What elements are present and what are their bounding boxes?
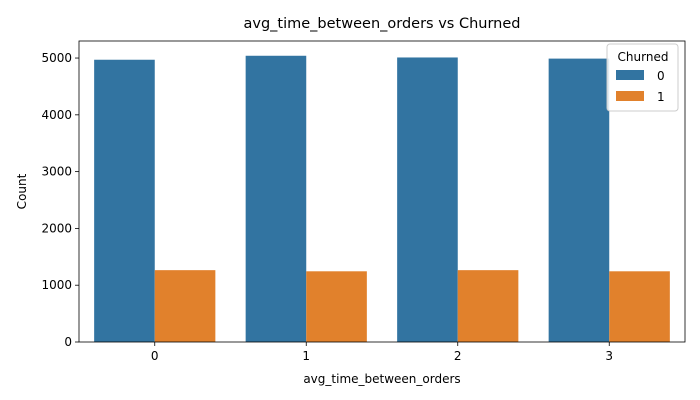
chart-title: avg_time_between_orders vs Churned — [244, 16, 521, 32]
x-tick-label: 2 — [454, 349, 462, 363]
bar-cat2-churned1 — [457, 270, 519, 342]
plot-frame — [78, 40, 686, 343]
y-tick-label: 5000 — [41, 51, 72, 65]
y-tick-label: 4000 — [41, 108, 72, 122]
legend: Churned 0 1 — [606, 43, 679, 112]
bar-cat3-churned0 — [548, 58, 610, 343]
y-tick-label: 0 — [64, 335, 72, 349]
legend-swatch — [616, 91, 644, 101]
bar-cat1-churned1 — [306, 271, 367, 342]
x-tick-label: 1 — [302, 349, 310, 363]
y-tick-label: 2000 — [41, 221, 72, 235]
y-tick-label: 3000 — [41, 165, 72, 179]
y-axis-label: Count — [15, 173, 29, 209]
bar-cat0-churned1 — [154, 270, 216, 342]
x-axis: 0 1 2 3 — [151, 342, 613, 363]
x-tick-label: 3 — [605, 349, 613, 363]
bar-cat3-churned1 — [609, 271, 670, 342]
x-tick-label: 0 — [151, 349, 159, 363]
bar-cat1-churned0 — [245, 55, 307, 342]
y-axis: 0 1000 2000 3000 4000 5000 — [41, 51, 79, 349]
legend-label: 1 — [657, 90, 665, 104]
legend-swatch — [616, 70, 644, 80]
bars-group — [94, 55, 670, 343]
bar-cat0-churned0 — [94, 59, 155, 342]
legend-label: 0 — [657, 69, 665, 83]
legend-title: Churned — [618, 50, 669, 64]
x-axis-label: avg_time_between_orders — [303, 372, 460, 386]
y-tick-label: 1000 — [41, 278, 72, 292]
bar-cat2-churned0 — [397, 57, 458, 342]
